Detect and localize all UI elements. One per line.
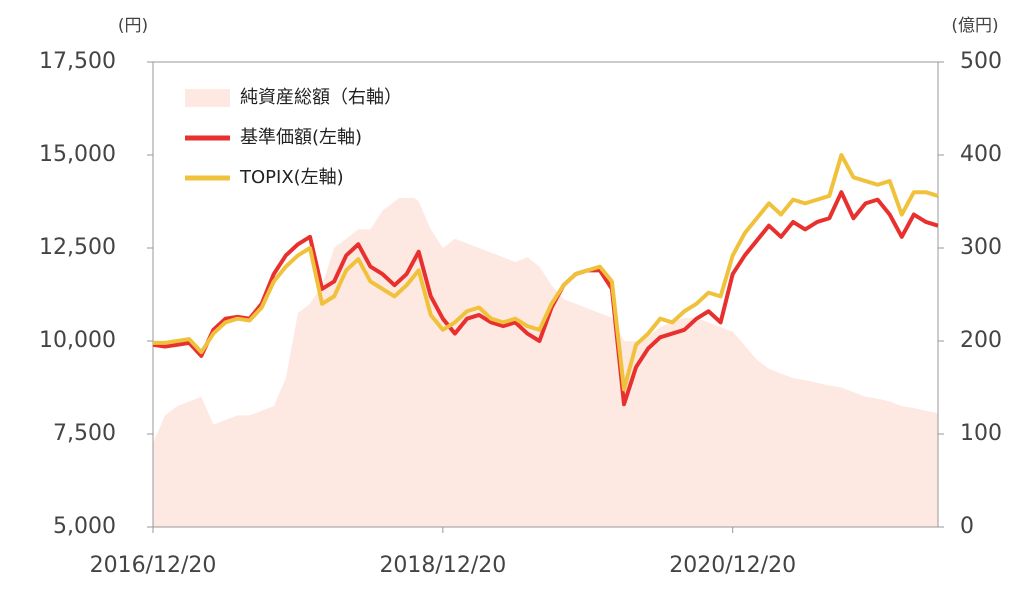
plot-frame (152, 61, 939, 528)
y2-tick-label: 200 (960, 328, 1002, 353)
y-tick-label: 15,000 (39, 142, 116, 167)
series-line (153, 153, 939, 392)
y-tick-label: 12,500 (39, 235, 116, 260)
y-axis-unit: (円) (118, 16, 148, 36)
x-tick-label: 2016/12/20 (90, 553, 217, 578)
y2-tick-label: 500 (960, 49, 1002, 74)
y-tick-label: 5,000 (53, 514, 116, 539)
y-tick-label: 7,500 (53, 421, 116, 446)
legend-label: TOPIX(左軸) (239, 167, 344, 188)
net-assets-area (153, 192, 938, 527)
x-tick-label: 2020/12/20 (669, 553, 796, 578)
y2-tick-label: 0 (960, 514, 974, 539)
y2-tick-label: 400 (960, 142, 1002, 167)
y2-tick-label: 100 (960, 421, 1002, 446)
x-tick-label: 2018/12/20 (379, 553, 506, 578)
legend-label: 基準価額(左軸) (240, 127, 362, 148)
series-line (152, 190, 939, 407)
legend-swatch (185, 89, 230, 107)
y-tick-label: 17,500 (39, 49, 116, 74)
y2-axis-unit: (億円) (951, 16, 998, 36)
y2-tick-label: 300 (960, 235, 1002, 260)
y-tick-label: 10,000 (39, 328, 116, 353)
legend-label: 純資産総額（右軸） (240, 87, 402, 108)
